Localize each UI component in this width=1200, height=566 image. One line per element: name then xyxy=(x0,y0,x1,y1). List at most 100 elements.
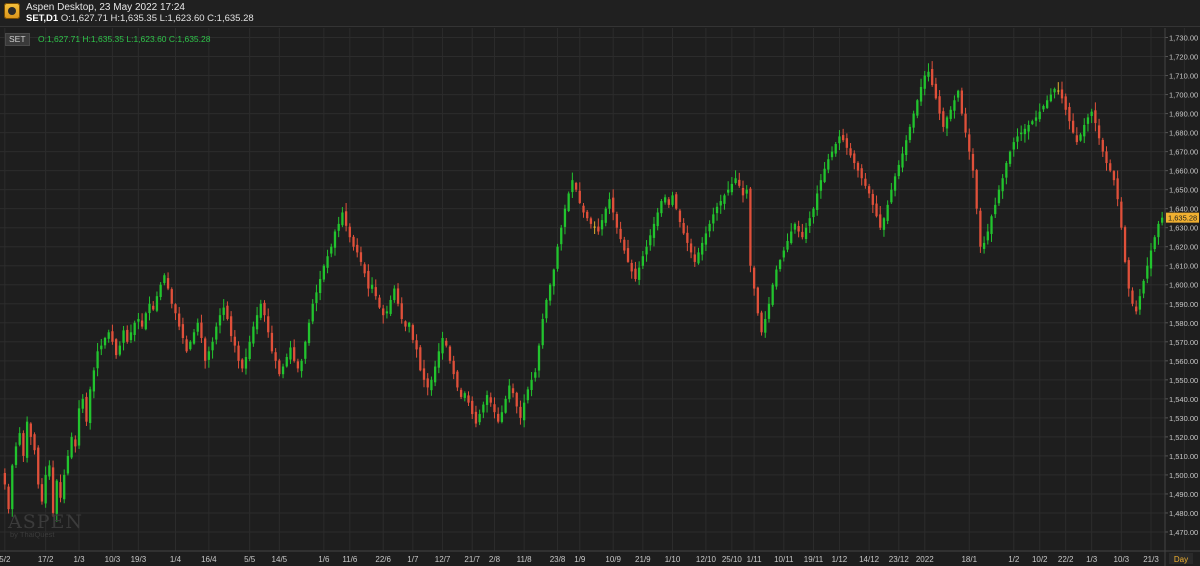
candle xyxy=(270,325,274,354)
candle xyxy=(797,220,800,238)
candle-body xyxy=(704,233,708,245)
candle xyxy=(1020,125,1023,141)
date-tick-label: 1/3 xyxy=(73,555,85,564)
candle-body xyxy=(1064,96,1067,110)
candle xyxy=(982,236,986,254)
candle xyxy=(864,173,867,189)
candle-body xyxy=(63,474,66,500)
candle xyxy=(70,432,73,460)
candle-body xyxy=(968,134,971,152)
candle xyxy=(489,392,492,407)
candle xyxy=(1046,95,1049,109)
candle-body xyxy=(908,126,912,140)
candle xyxy=(178,306,181,331)
candle xyxy=(845,133,849,155)
candle xyxy=(979,207,982,253)
candle-body xyxy=(953,100,956,111)
candle-body xyxy=(185,339,188,352)
candle-body xyxy=(912,113,915,128)
candle xyxy=(567,191,570,213)
candle-body xyxy=(608,199,611,209)
candle-body xyxy=(923,75,926,89)
candle xyxy=(556,243,559,272)
candle-body xyxy=(356,244,359,253)
candle-body xyxy=(519,406,522,418)
candle xyxy=(25,416,29,463)
candle-body xyxy=(949,109,952,119)
candle xyxy=(204,336,207,369)
candle-body xyxy=(589,218,593,224)
candle xyxy=(893,173,897,197)
price-tick-label: 1,670.00 xyxy=(1169,148,1198,157)
candle-body xyxy=(775,269,778,287)
candle-body xyxy=(218,315,222,326)
candle xyxy=(964,107,967,138)
candle-body xyxy=(422,368,426,380)
candle xyxy=(1112,170,1116,186)
price-tick-label: 1,530.00 xyxy=(1169,414,1198,423)
date-tick-label: 21/3 xyxy=(1143,555,1159,564)
price-tick-label: 1,540.00 xyxy=(1169,395,1198,404)
candle-body xyxy=(445,340,448,346)
watermark-sub: by ThaiQuest xyxy=(10,530,55,539)
candle-body xyxy=(816,193,819,210)
candle xyxy=(356,238,359,258)
candle-body xyxy=(467,395,470,403)
candle xyxy=(478,409,481,426)
candle-body xyxy=(51,467,55,513)
candle xyxy=(137,313,140,330)
candle xyxy=(912,110,915,134)
candle-body xyxy=(352,236,355,247)
candle xyxy=(304,340,307,364)
date-tick-label: 11/6 xyxy=(342,555,358,564)
candle-body xyxy=(752,267,756,289)
candle xyxy=(326,249,329,274)
candle xyxy=(433,360,437,387)
date-tick-label: 12/10 xyxy=(696,555,717,564)
candle xyxy=(678,208,682,228)
date-tick-label: 1/4 xyxy=(170,555,182,564)
candle xyxy=(226,301,229,321)
candle xyxy=(834,141,837,157)
candle-body xyxy=(1012,142,1015,150)
date-tick-label: 19/3 xyxy=(131,555,147,564)
candle-body xyxy=(1127,260,1130,289)
candle xyxy=(37,445,40,489)
candle xyxy=(1023,123,1027,143)
price-tick-label: 1,680.00 xyxy=(1169,129,1198,138)
candle xyxy=(1071,113,1075,134)
date-tick-label: 10/3 xyxy=(105,555,121,564)
candle-body xyxy=(623,239,626,251)
candle xyxy=(315,284,318,312)
candle-body xyxy=(333,231,337,248)
candle xyxy=(408,321,411,333)
candle xyxy=(485,390,489,413)
candle-body xyxy=(1034,117,1038,121)
candle-body xyxy=(367,270,370,289)
candle xyxy=(311,299,314,325)
candle-body xyxy=(649,235,652,246)
candle xyxy=(281,363,285,379)
candle xyxy=(801,223,804,240)
candle-body xyxy=(48,465,51,477)
candle-body xyxy=(29,423,32,437)
candle-body xyxy=(849,148,852,156)
candle-body xyxy=(263,302,266,316)
candle xyxy=(730,177,734,196)
candle xyxy=(1079,132,1082,142)
candle-body xyxy=(1038,111,1041,120)
candle xyxy=(508,379,511,403)
candle-body xyxy=(404,321,407,327)
date-tick-label: 25/10 xyxy=(722,555,743,564)
candle xyxy=(155,291,159,313)
timeframe-label[interactable]: Day xyxy=(1174,555,1188,564)
candle xyxy=(530,371,533,397)
candle xyxy=(1131,287,1134,307)
candle-body xyxy=(341,212,344,226)
candle-body xyxy=(204,338,207,361)
legend-symbol-tag[interactable]: SET xyxy=(5,33,30,46)
timeframe-box[interactable] xyxy=(1169,553,1193,564)
candle xyxy=(448,345,452,364)
candle xyxy=(515,391,518,414)
